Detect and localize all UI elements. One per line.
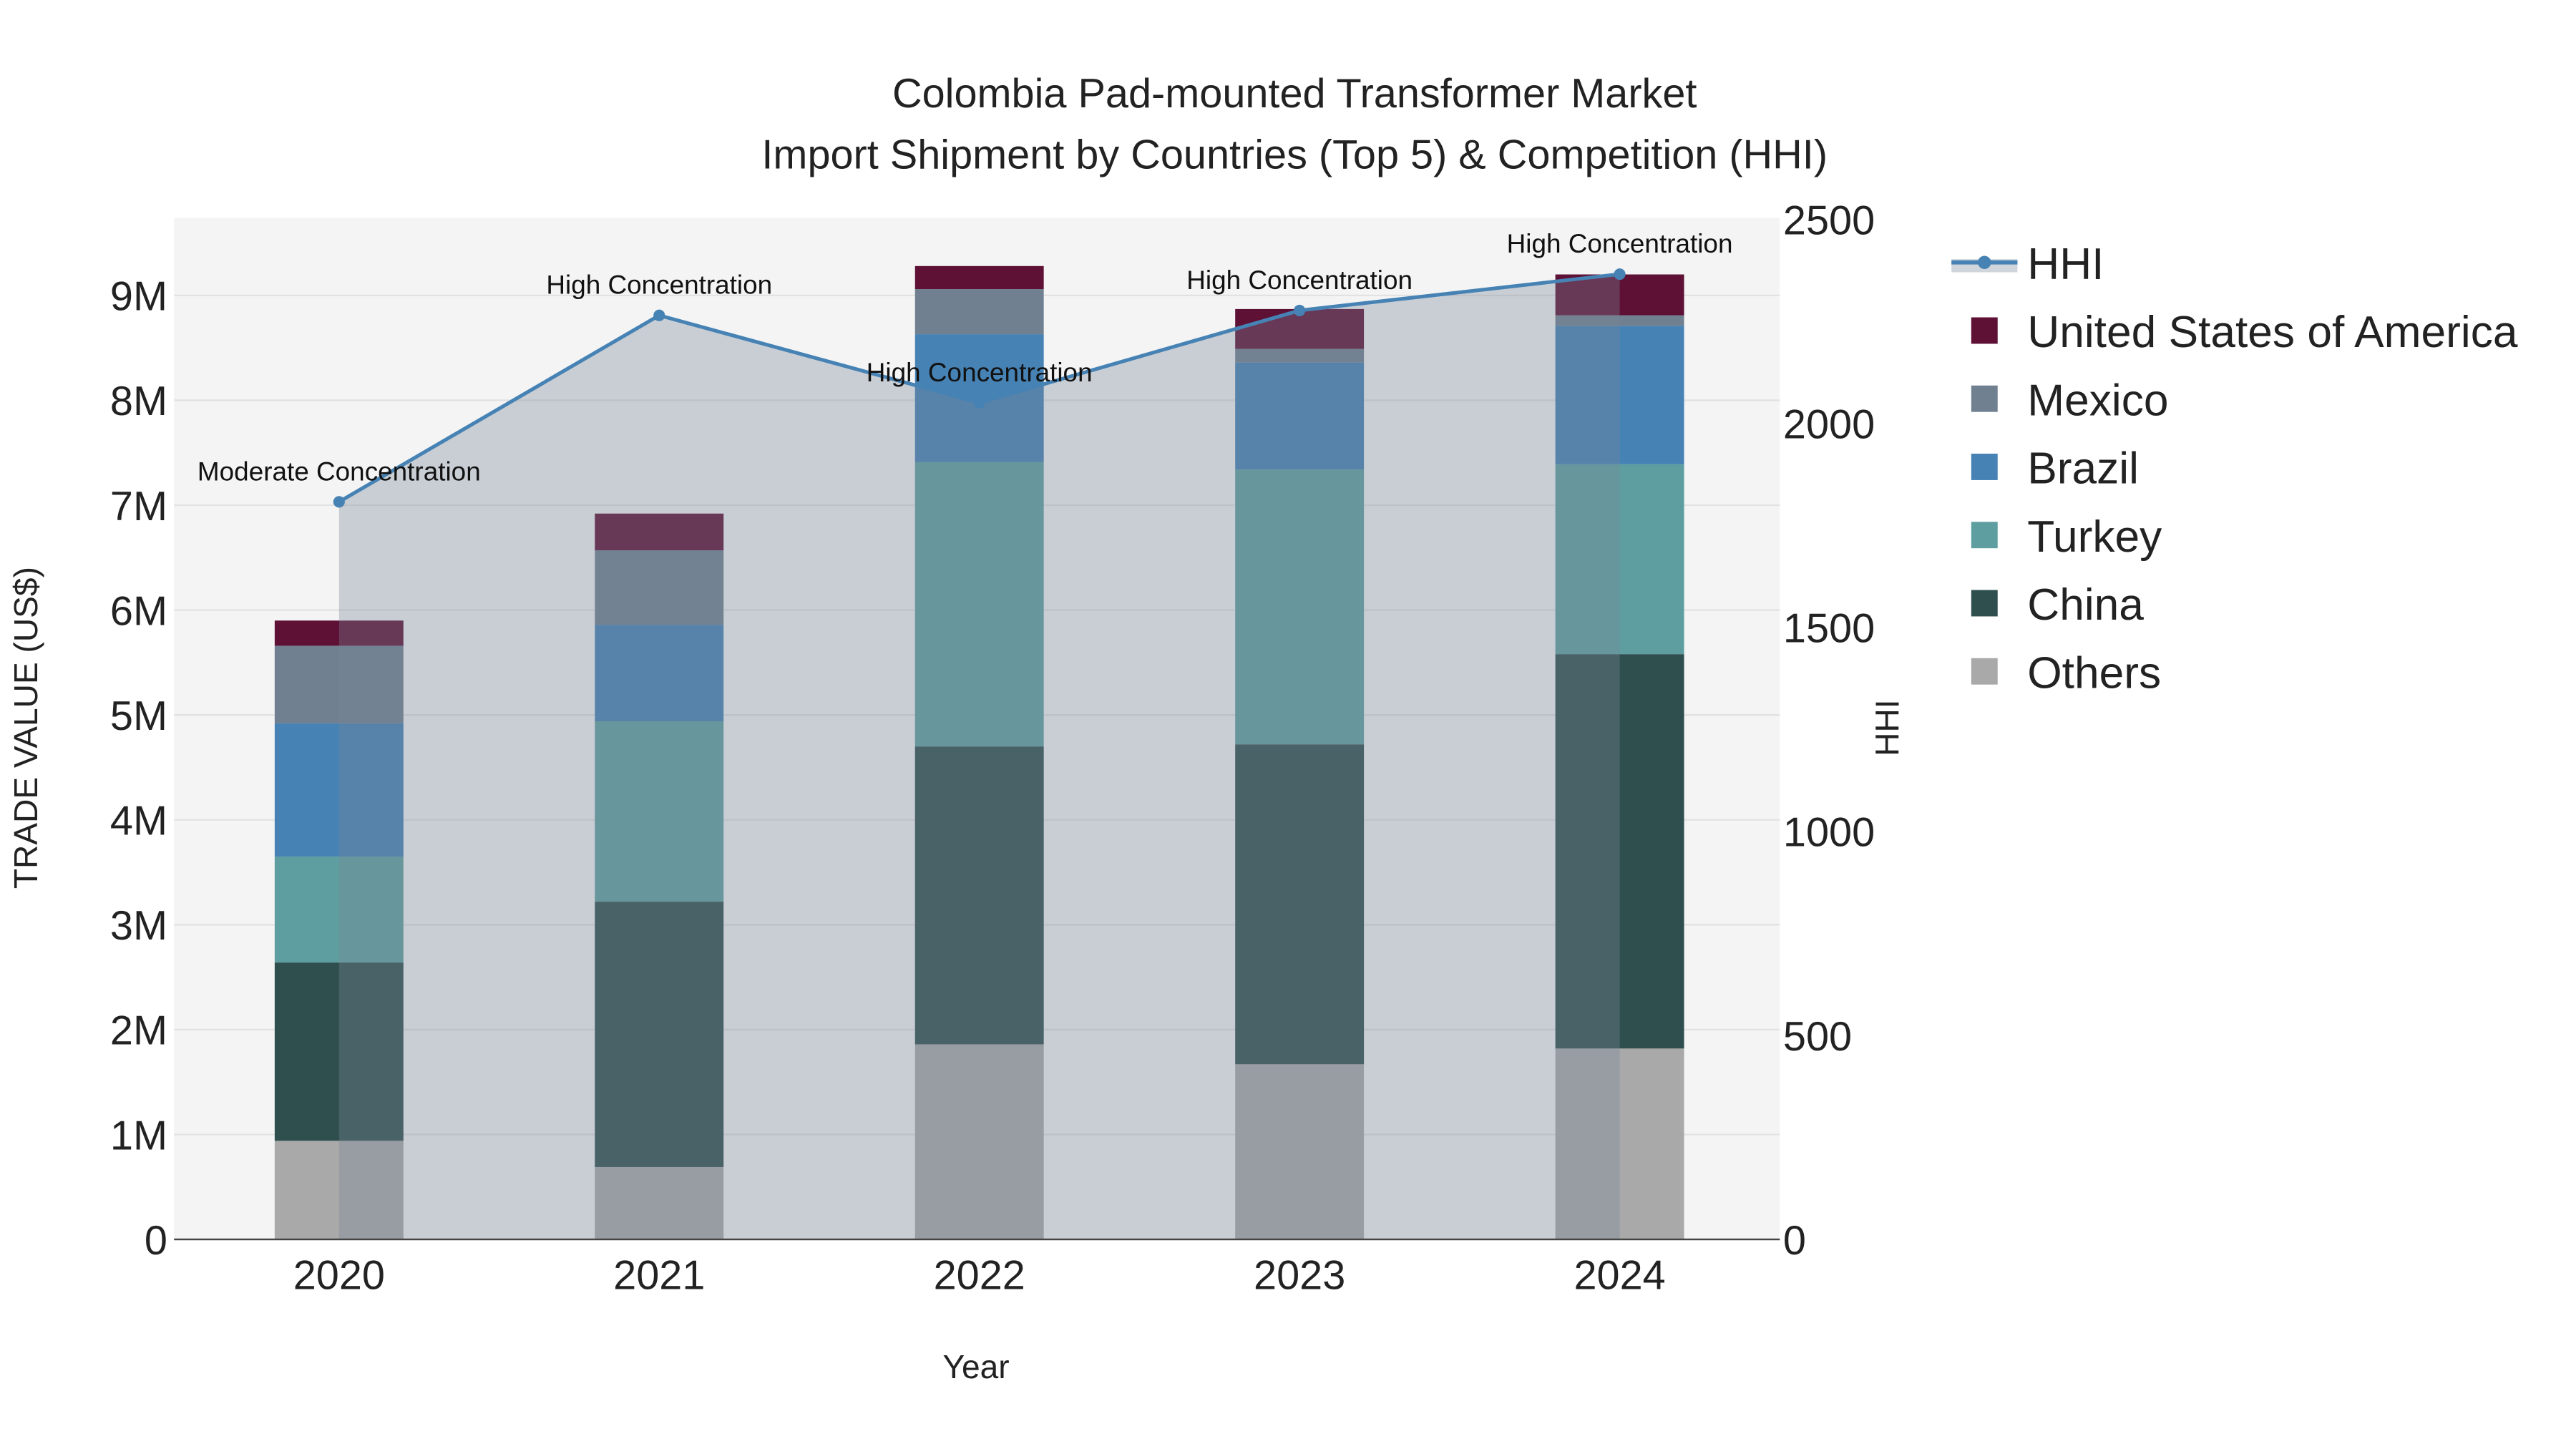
x-tick-label: 2024: [1574, 1252, 1665, 1298]
legend-label: Mexico: [2027, 376, 2168, 425]
y-tick-label: 8M: [110, 379, 167, 424]
y-tick-label: 5M: [110, 693, 167, 739]
y-tick-label: 3M: [110, 903, 167, 949]
bar-turkey-2022: [914, 462, 1044, 747]
bar-united-states-of-america-2022: [914, 265, 1044, 290]
legend-swatch: [1971, 590, 1998, 617]
bar-united-states-of-america-2020: [274, 620, 404, 646]
bar-china-2023: [1235, 744, 1365, 1065]
legend-label: Others: [2027, 648, 2161, 698]
y2-tick-label: 0: [1783, 1218, 1806, 1264]
legend-swatch: [1971, 522, 1998, 549]
bar-brazil-2020: [274, 723, 404, 857]
legend-item-brazil[interactable]: Brazil: [1971, 444, 2139, 494]
hhi-annotation: High Concentration: [1507, 229, 1733, 258]
bar-brazil-2021: [595, 625, 724, 721]
bar-mexico-2024: [1555, 315, 1684, 326]
bar-china-2022: [914, 746, 1044, 1045]
legend-swatch: [1971, 454, 1998, 480]
legend: HHI United States of America Mexico Brazil T…: [1951, 240, 2518, 698]
bar-turkey-2024: [1555, 464, 1684, 655]
y-tick-label: 7M: [110, 484, 167, 530]
y2-tick-label: 1500: [1783, 606, 1875, 652]
hhi-annotation: High Concentration: [546, 270, 772, 300]
legend-label: Turkey: [2027, 512, 2162, 562]
bar-others-2024: [1555, 1048, 1684, 1240]
bar-china-2021: [595, 902, 724, 1167]
hhi-area: [338, 274, 1620, 1240]
hhi-annotation: Moderate Concentration: [197, 457, 481, 486]
legend-item-mexico[interactable]: Mexico: [1971, 376, 2169, 425]
y2-tick-label: 1000: [1783, 810, 1875, 856]
y-tick-label: 9M: [110, 274, 167, 320]
y2-tick-label: 2500: [1783, 198, 1875, 244]
legend-label: United States of America: [2027, 308, 2518, 357]
bar-others-2020: [274, 1141, 404, 1240]
hhi-point-2024: [1614, 268, 1626, 280]
bars: [274, 265, 1684, 1240]
bar-china-2024: [1555, 654, 1684, 1049]
hhi-annotation: High Concentration: [1186, 265, 1413, 295]
bar-mexico-2023: [1235, 348, 1365, 363]
legend-label: HHI: [2027, 240, 2104, 289]
legend-item-united-states-of-america[interactable]: United States of America: [1971, 308, 2518, 357]
bar-mexico-2022: [914, 289, 1044, 335]
bar-turkey-2021: [595, 721, 724, 902]
y-tick-label: 4M: [110, 799, 167, 844]
legend-item-hhi[interactable]: HHI: [1951, 240, 2104, 289]
y-tick-label: 1M: [110, 1113, 167, 1158]
chart-title-line2: Import Shipment by Countries (Top 5) & C…: [761, 132, 1828, 177]
bar-others-2022: [914, 1044, 1044, 1240]
bar-china-2020: [274, 962, 404, 1141]
bar-united-states-of-america-2024: [1555, 274, 1684, 316]
x-axis-title: Year: [943, 1348, 1010, 1385]
y-tick-label: 2M: [110, 1008, 167, 1054]
y2-tick-label: 2000: [1783, 402, 1875, 448]
legend-label: China: [2027, 580, 2144, 630]
axes: 0 1M 2M 3M 4M 5M 6M 7M 8M 9M 0 500 1000 1500 2000 2500 2…: [110, 198, 1875, 1299]
legend-item-china[interactable]: China: [1971, 580, 2144, 630]
hhi-series: Moderate Concentration High Concentration…: [197, 229, 1733, 1240]
legend-label: Brazil: [2027, 444, 2139, 494]
bar-brazil-2024: [1555, 326, 1684, 464]
bar-mexico-2021: [595, 550, 724, 625]
hhi-point-2020: [333, 496, 345, 508]
bar-others-2023: [1235, 1064, 1365, 1240]
x-tick-label: 2022: [934, 1252, 1025, 1298]
legend-swatch: [1971, 385, 1998, 412]
y2-tick-label: 500: [1783, 1014, 1852, 1060]
x-tick-label: 2021: [613, 1252, 705, 1298]
x-tick-label: 2023: [1254, 1252, 1345, 1298]
y-tick-label: 0: [145, 1218, 167, 1264]
bar-united-states-of-america-2021: [595, 513, 724, 551]
hhi-point-2023: [1294, 304, 1306, 316]
legend-swatch-marker: [1978, 255, 1991, 269]
y-tick-label: 6M: [110, 588, 167, 634]
bar-brazil-2023: [1235, 362, 1365, 470]
legend-swatch: [1971, 658, 1998, 685]
hhi-point-2022: [973, 396, 985, 409]
x-tick-label: 2020: [293, 1252, 385, 1298]
bar-turkey-2020: [274, 857, 404, 963]
bar-turkey-2023: [1235, 469, 1365, 745]
y2-axis-title: HHI: [1868, 699, 1906, 756]
bar-others-2021: [595, 1166, 724, 1240]
legend-item-turkey[interactable]: Turkey: [1971, 512, 2162, 562]
legend-swatch: [1971, 317, 1998, 344]
hhi-annotation: High Concentration: [867, 358, 1093, 387]
hhi-point-2021: [653, 309, 665, 321]
y-axis-title: TRADE VALUE (US$): [7, 567, 44, 889]
legend-item-others[interactable]: Others: [1971, 648, 2161, 698]
bar-mexico-2020: [274, 645, 404, 723]
chart-title-line1: Colombia Pad-mounted Transformer Market: [892, 71, 1697, 117]
